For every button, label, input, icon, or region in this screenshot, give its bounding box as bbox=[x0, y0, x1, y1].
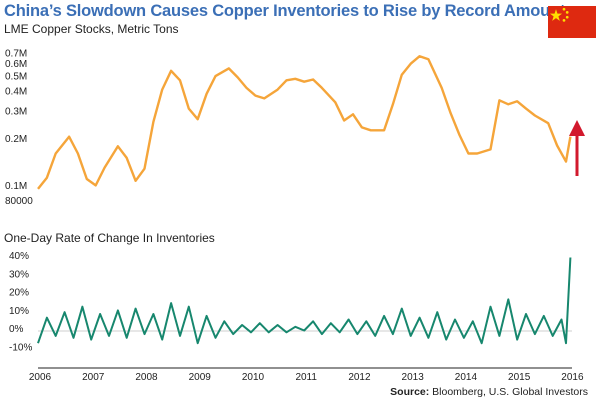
source-note: Source: Bloomberg, U.S. Global Investors bbox=[390, 386, 588, 398]
x-tick-label: 2011 bbox=[295, 372, 317, 383]
bottom-y-tick-label: 30% bbox=[9, 269, 29, 280]
bottom-y-tick-label: -10% bbox=[9, 342, 32, 353]
top-y-tick-label: 0.2M bbox=[5, 134, 27, 145]
flag-big-star bbox=[549, 9, 563, 21]
x-tick-label: 2014 bbox=[455, 372, 478, 383]
top-y-tick-label: 0.5M bbox=[5, 72, 27, 83]
flag-small-star-4 bbox=[562, 19, 566, 22]
x-tick-label: 2006 bbox=[29, 372, 52, 383]
flag-small-star-3 bbox=[565, 15, 569, 19]
chart-title: China’s Slowdown Causes Copper Inventori… bbox=[4, 2, 566, 20]
flag-small-star-1 bbox=[562, 7, 566, 11]
change-series-line bbox=[37, 257, 572, 345]
bottom-y-axis: -10% 0% 10% 20% 30% 40% bbox=[9, 251, 32, 353]
top-y-tick-label: 0.7M bbox=[5, 49, 27, 60]
flag-small-star-2 bbox=[565, 11, 569, 14]
x-tick-label: 2012 bbox=[348, 372, 371, 383]
x-tick-label: 2007 bbox=[82, 372, 105, 383]
top-y-tick-label: 0.1M bbox=[5, 181, 27, 192]
top-y-tick-label: 80000 bbox=[5, 196, 33, 207]
bottom-y-tick-label: 0% bbox=[9, 324, 24, 335]
x-tick-label: 2009 bbox=[189, 372, 212, 383]
x-tick-label: 2010 bbox=[242, 372, 265, 383]
x-tick-label: 2013 bbox=[402, 372, 425, 383]
top-y-tick-label: 0.3M bbox=[5, 106, 27, 117]
bottom-y-tick-label: 20% bbox=[9, 288, 29, 299]
bottom-y-tick-label: 10% bbox=[9, 306, 29, 317]
x-axis: 2006 2007 2008 2009 2010 2011 2012 2013 2014 2015… bbox=[29, 367, 584, 383]
source-text: Bloomberg, U.S. Global Investors bbox=[432, 386, 588, 398]
bottom-y-tick-label: 40% bbox=[9, 251, 29, 262]
x-tick-label: 2015 bbox=[508, 372, 531, 383]
x-tick-label: 2016 bbox=[561, 372, 584, 383]
source-label: Source: bbox=[390, 386, 430, 398]
arrow-head bbox=[569, 120, 585, 136]
up-arrow-icon bbox=[569, 120, 585, 176]
top-chart-subtitle: LME Copper Stocks, Metric Tons bbox=[4, 22, 179, 36]
x-tick-label: 2008 bbox=[135, 372, 158, 383]
bottom-chart-subtitle: One-Day Rate of Change In Inventories bbox=[4, 231, 215, 245]
top-y-tick-label: 0.4M bbox=[5, 87, 27, 98]
stocks-series-line bbox=[37, 55, 572, 190]
top-y-axis: 80000 0.1M 0.2M 0.3M 0.4M 0.5M 0.6M0.7M bbox=[5, 49, 33, 207]
china-flag-icon bbox=[548, 6, 596, 38]
top-y-tick-label: 0.6M bbox=[5, 59, 27, 70]
